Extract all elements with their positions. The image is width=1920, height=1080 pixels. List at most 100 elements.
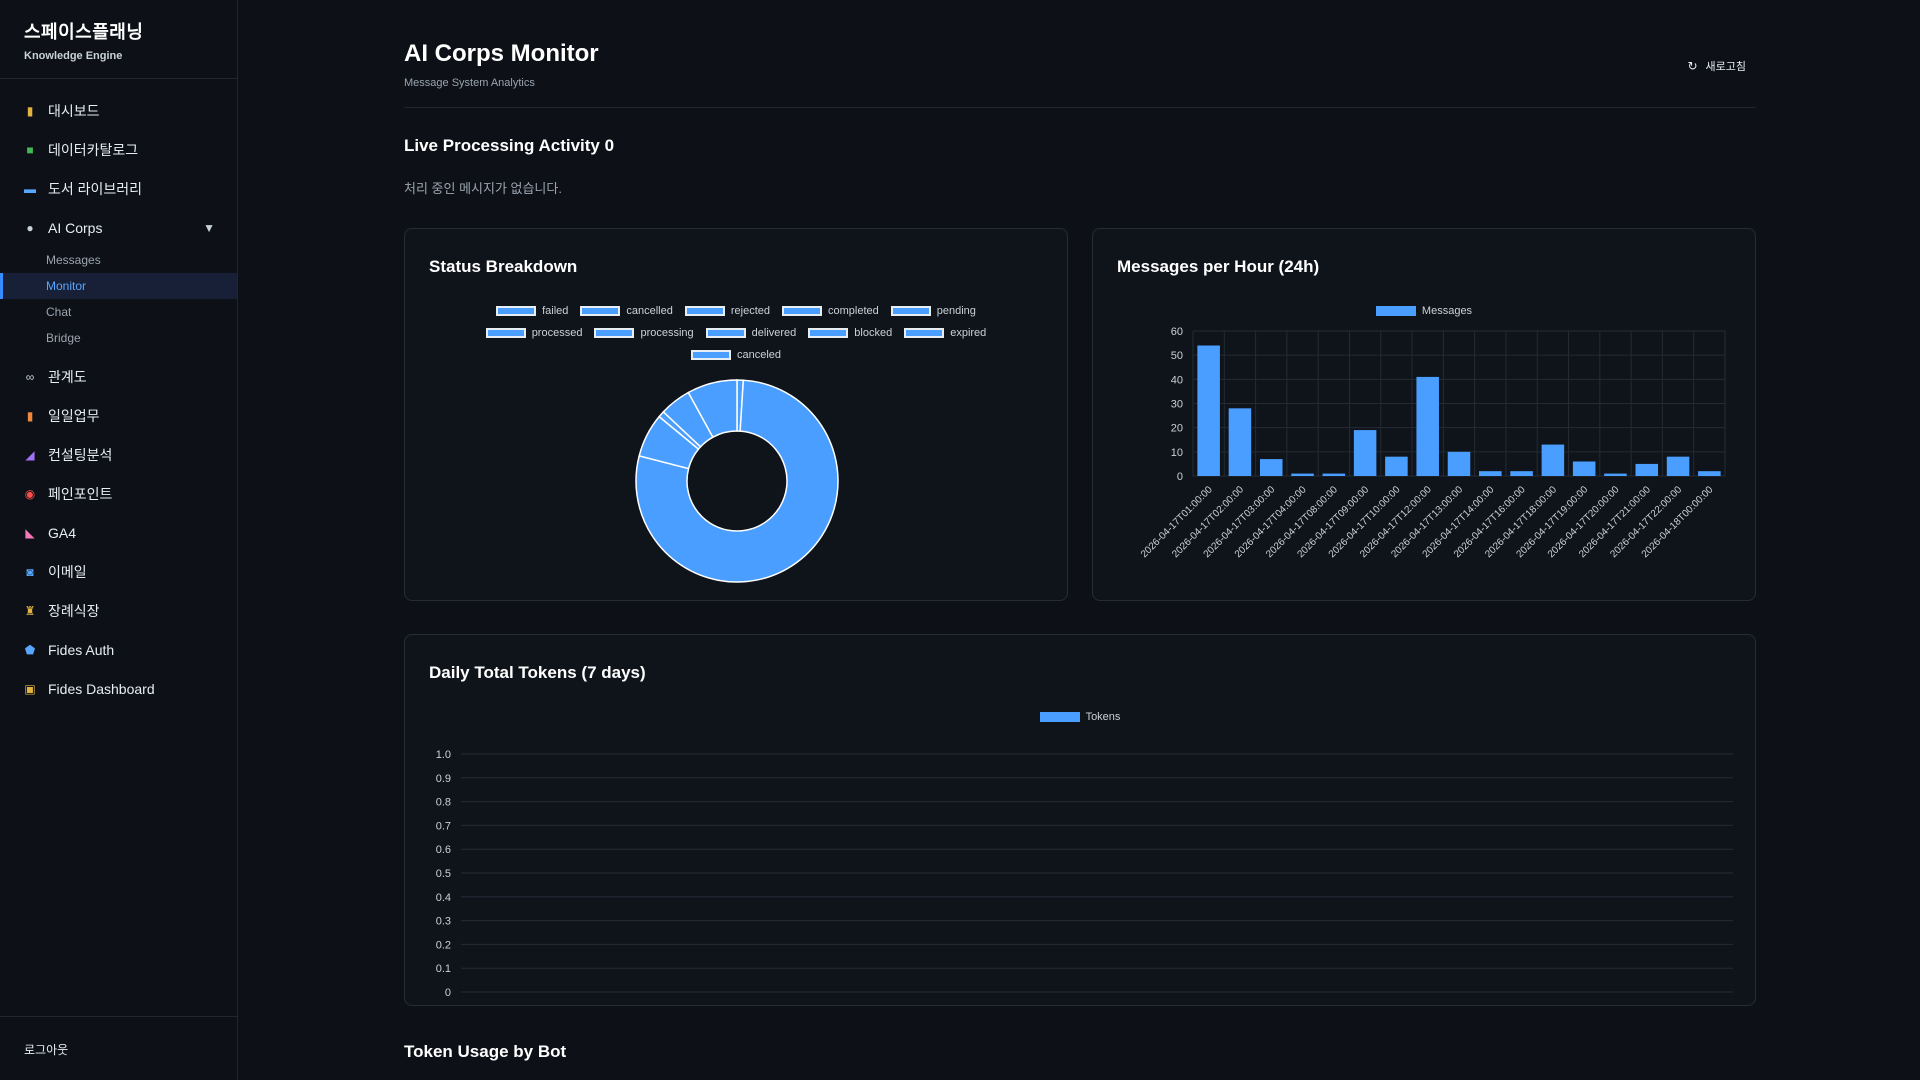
bar-0[interactable] [1197,345,1220,477]
sidebar: 스페이스플래닝 Knowledge Engine ▮ 대시보드 ■ 데이터카탈로그 ▬ 도… [0,0,238,1080]
sidebar-item-label: 대시보드 [48,102,100,119]
legend-label: processing [640,327,694,339]
y-tick-label: 30 [1171,399,1183,411]
legend-label: blocked [854,327,893,339]
legend-item[interactable]: blocked [808,327,892,339]
sidebar-nav: ▮ 대시보드 ■ 데이터카탈로그 ▬ 도서 라이브러리 ● AI Corps ▼ Messages… [0,79,237,708]
legend-item[interactable]: failed [496,305,568,317]
legend-label: delivered [751,327,797,339]
sidebar-subitem-2[interactable]: Chat [46,305,72,319]
sidebar-item-label: Fides Auth [48,641,115,658]
brand-subtitle: Knowledge Engine [24,50,123,62]
sidebar-item-label: 컨설팅분석 [48,446,113,463]
book-icon: ▬ [24,181,36,196]
sidebar-subitem-0[interactable]: Messages [46,253,101,267]
sidebar-item-label: 일일업무 [48,407,100,424]
bar-7[interactable] [1416,376,1439,476]
sidebar-item-10[interactable]: ♜ 장례식장 [0,591,237,630]
legend-swatch [808,328,849,338]
bar-3[interactable] [1291,473,1314,476]
bar-4[interactable] [1322,473,1346,476]
sidebar-item-8[interactable]: ◣ GA4 [0,513,237,552]
pie-legend-row: failed cancelled rejected completed pending [405,305,1067,317]
legend-swatch [594,328,635,338]
sidebar-item-11[interactable]: ⬟ Fides Auth [0,630,237,669]
sidebar-item-7[interactable]: ◉ 페인포인트 [0,474,237,513]
bar-2[interactable] [1259,459,1283,476]
legend-label: canceled [736,349,782,361]
page-title: AI Corps Monitor [404,40,599,67]
legend-item[interactable]: canceled [690,349,782,361]
sidebar-item-9[interactable]: ◙ 이메일 [0,552,237,591]
legend-item[interactable]: processed [485,327,583,339]
bar-8[interactable] [1447,451,1471,476]
chevron-down-icon[interactable]: ▼ [203,220,215,235]
brand-title[interactable]: 스페이스플래닝 [24,22,144,42]
legend-label: failed [542,305,569,317]
y-tick-label: 0.3 [436,916,451,928]
y-tick-label: 0.7 [436,820,451,832]
bar-14[interactable] [1635,463,1659,476]
legend-item[interactable]: processing [594,327,694,339]
legend-item[interactable]: completed [782,305,879,317]
legend-swatch [890,306,931,316]
sidebar-item-3[interactable]: ● AI Corps ▼ [0,208,237,247]
pie-slice-completed[interactable] [635,379,839,583]
logout-button[interactable]: 로그아웃 [0,1016,237,1080]
bar-13[interactable] [1604,473,1627,476]
legend-item[interactable]: cancelled [580,305,673,317]
bar-legend: Messages [1093,305,1755,317]
card-title: Status Breakdown [429,257,578,276]
legend-label: Messages [1421,305,1473,317]
bar-12[interactable] [1572,461,1596,477]
bar-5[interactable] [1353,430,1377,476]
legend-swatch [1375,306,1416,316]
legend-swatch [496,306,537,316]
token-usage-title: Token Usage by Bot [404,1042,567,1061]
legend-label: processed [531,327,583,339]
live-activity-empty: 처리 중인 메시지가 없습니다. [404,181,562,196]
target-icon: ◉ [24,486,36,501]
tokens-legend: Tokens [405,711,1755,723]
legend-item[interactable]: expired [904,327,986,339]
bar-10[interactable] [1510,471,1533,476]
legend-item[interactable]: pending [890,305,976,317]
status-breakdown-card: Status Breakdown failed cancelled rejected… [404,228,1068,601]
legend-item[interactable]: rejected [684,305,770,317]
bar-1[interactable] [1228,408,1252,476]
legend-item[interactable]: Tokens [1039,711,1120,723]
pie-slice-canceled[interactable] [687,379,738,439]
sidebar-item-0[interactable]: ▮ 대시보드 [0,91,237,130]
bar-15[interactable] [1666,456,1690,476]
y-tick-label: 0.5 [436,868,451,880]
sidebar-item-label: 도서 라이브러리 [48,180,143,197]
sidebar-item-5[interactable]: ▮ 일일업무 [0,396,237,435]
sidebar-subitem-3[interactable]: Bridge [46,331,81,345]
y-tick-label: 60 [1171,326,1183,338]
sidebar-item-2[interactable]: ▬ 도서 라이브러리 [0,169,237,208]
header-divider [404,107,1756,108]
trend-chart-icon: ◢ [25,447,35,462]
bar-11[interactable] [1541,444,1565,476]
y-tick-label: 0.4 [436,892,451,904]
sidebar-item-6[interactable]: ◢ 컨설팅분석 [0,435,237,474]
sidebar-subitem-1[interactable]: Monitor [0,273,237,299]
card-title: Daily Total Tokens (7 days) [429,663,646,682]
sidebar-item-12[interactable]: ▣ Fides Dashboard [0,669,237,708]
legend-label: completed [828,305,879,317]
refresh-button[interactable]: ↻ 새로고침 [1687,58,1746,74]
tokens-bar-chart: 0 0.1 0.2 0.3 0.4 0.5 0.6 0.7 0.8 0.9 1.0 [436,749,1733,999]
bar-16[interactable] [1698,471,1721,476]
legend-item[interactable]: delivered [705,327,797,339]
sidebar-item-1[interactable]: ■ 데이터카탈로그 [0,130,237,169]
page-subtitle: Message System Analytics [404,77,535,89]
candle-icon: ♜ [24,603,36,618]
legend-swatch [904,328,945,338]
sidebar-item-4[interactable]: ∞ 관계도 [0,357,237,396]
pie-legend-row: processed processing delivered blocked expir… [405,327,1067,339]
sidebar-item-label: 이메일 [48,563,87,580]
bar-6[interactable] [1385,456,1408,476]
bar-9[interactable] [1479,471,1502,476]
legend-item[interactable]: Messages [1375,305,1473,317]
y-tick-label: 0.9 [436,773,451,785]
